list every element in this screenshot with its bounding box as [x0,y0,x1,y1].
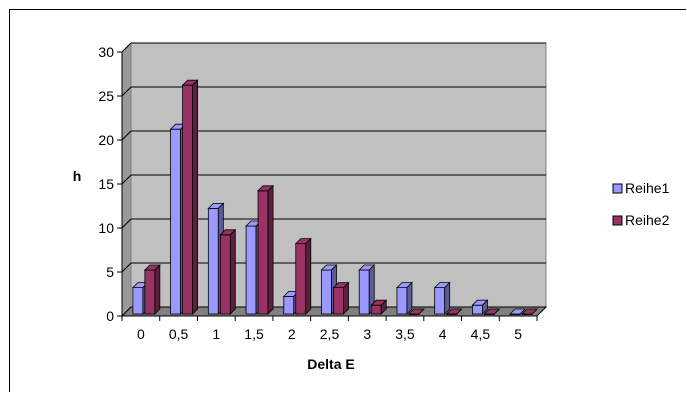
y-tick-label: 15 [98,176,114,192]
bar-front [370,304,382,315]
gridline-side [121,218,132,229]
bar-2-5 [521,308,539,315]
x-tick-label: 5 [514,326,522,342]
x-axis-title: Delta E [307,356,354,372]
bar-side [192,79,198,315]
bar-front [219,234,231,315]
bar-side [305,237,312,315]
bar-1-4 [433,281,451,315]
bar-2-1_5 [257,184,275,315]
bar-front [182,84,193,315]
y-tick-label: 25 [98,88,114,104]
bar-side [418,308,425,315]
bar-front [295,243,307,315]
bar-side [482,299,488,315]
gridline-side [121,174,132,185]
bar-side [456,308,462,315]
bar-side [494,308,500,315]
y-tick-label: 5 [106,264,114,280]
bar-2-3_5 [407,308,425,315]
legend-swatch-series-1 [612,183,623,194]
bar-2-0_5 [181,79,199,315]
x-tick-label: 2,5 [320,326,340,342]
bar-2-4_5 [483,308,501,315]
x-tick-label: 3 [363,326,371,342]
bar-side [406,281,413,315]
bar-front [472,304,483,315]
y-tick-label: 30 [98,44,114,60]
x-tick-label: 1 [212,326,220,342]
bar-front [207,207,219,315]
bar-1-5 [509,308,527,315]
bar-front [321,269,332,315]
x-tick-label: 4,5 [471,326,491,342]
gridline-side [121,262,132,273]
bar-2-2 [294,237,312,315]
bar-1-3_5 [395,281,413,315]
bar-side [531,308,538,315]
gridlines [121,42,546,273]
bar-side [154,264,161,315]
x-tick-label: 0,5 [169,326,189,342]
bar-2-0 [143,264,161,315]
bar-1-3 [358,264,376,315]
bar-side [444,281,451,315]
bar-front [144,269,156,315]
bar-front [434,287,446,315]
bar-side [519,308,526,315]
gridline-side [121,42,132,53]
bar-2-4 [445,308,463,315]
bar-1-4_5 [471,299,489,315]
legend-label-series-2: Reihe2 [625,212,670,228]
gridline-side [121,130,132,141]
y-tick-label: 20 [98,132,114,148]
bar-front [245,225,257,315]
bar-side [380,299,387,315]
axes: 0 5 10 15 20 25 30 0 0,5 1 1,5 2 2,5 3 3,5 4 4,5 5 [98,44,538,342]
bar-2-1 [219,228,237,315]
bar-front [396,287,408,315]
x-tick-label: 3,5 [395,326,415,342]
y-tick-label: 10 [98,220,114,236]
bar-front [358,269,370,315]
bar-side [343,281,349,315]
x-tick-label: 0 [137,326,145,342]
bar-2-3 [370,299,388,315]
gridline-side [121,86,132,97]
bar-front [283,295,295,315]
legend: Reihe1 Reihe2 [612,180,670,228]
x-tick-label: 2 [288,326,296,342]
y-axis-title: h [73,168,82,184]
bar-front [132,287,144,315]
y-tick-label: 0 [106,308,114,324]
bar-front [333,287,344,315]
bar-front [170,128,181,315]
legend-swatch-series-2 [612,215,623,226]
bar-side [229,228,236,315]
legend-label-series-1: Reihe1 [625,180,670,196]
bar-front [257,190,269,315]
bars [131,79,539,315]
x-tick-label: 1,5 [244,326,264,342]
bar-side [267,184,274,315]
x-tick-label: 4 [439,326,447,342]
bar-2-2_5 [332,281,350,315]
chart-frame [9,9,686,392]
